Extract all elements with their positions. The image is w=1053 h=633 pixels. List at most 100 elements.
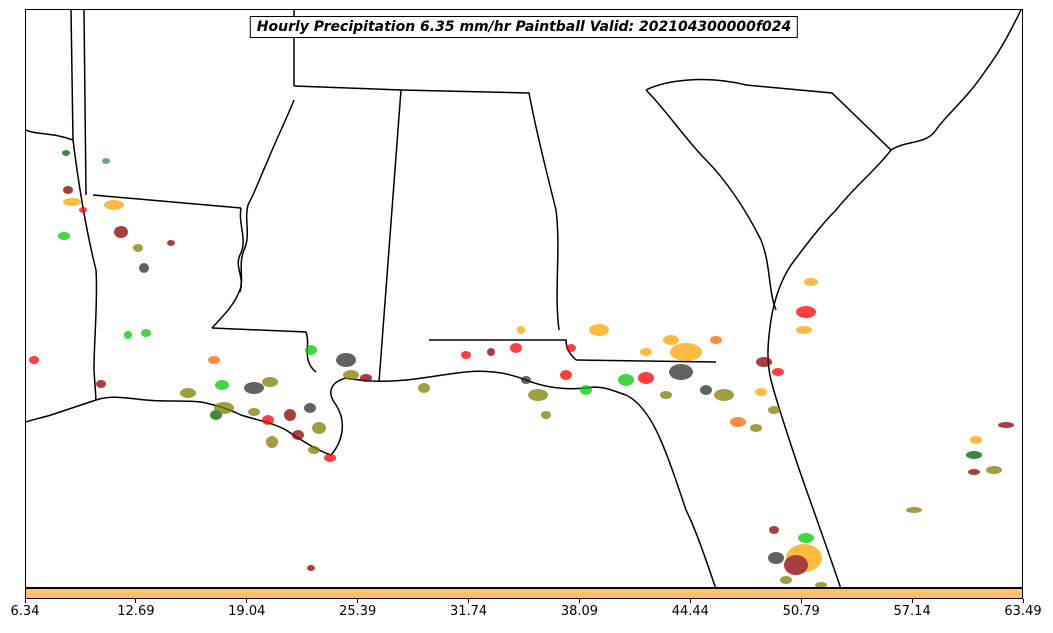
colorbar-tick (135, 599, 137, 603)
paintball (215, 380, 229, 390)
gulf-coast-tx (26, 399, 97, 423)
colorbar-tick (246, 599, 248, 603)
paintball (986, 466, 1002, 474)
map-title: Hourly Precipitation 6.35 mm/hr Paintbal… (249, 16, 799, 38)
mississippi-river (239, 99, 295, 293)
paintball (521, 376, 531, 384)
colorbar-tick-label: 31.74 (449, 604, 488, 619)
paintball (336, 353, 356, 367)
paintball (670, 343, 702, 361)
colorbar-tick-label: 50.79 (782, 604, 820, 619)
border-la-ms (211, 327, 317, 373)
paintball (517, 326, 525, 334)
paintball (663, 335, 679, 345)
map-canvas (26, 10, 1022, 587)
paintball (796, 326, 812, 334)
paintball (63, 186, 73, 194)
atlantic-coast-fl (767, 319, 842, 587)
border-al-fl (429, 339, 577, 361)
paintball (970, 436, 982, 444)
paintball (815, 582, 827, 587)
colorbar-tick-label: 44.44 (671, 604, 709, 619)
border-ms-al (293, 85, 402, 383)
paintball (210, 410, 222, 420)
paintball (804, 278, 818, 286)
border-tx-ar (70, 10, 74, 141)
paintball (768, 406, 780, 414)
colorbar-tick (911, 599, 913, 603)
paintball (998, 422, 1014, 428)
paintball (360, 374, 372, 382)
border-tx-ok (26, 129, 74, 141)
paintball (560, 370, 572, 380)
paintball (510, 343, 522, 353)
colorbar-tick (468, 599, 470, 603)
colorbar-tick (24, 599, 26, 603)
border-ar-la (92, 194, 242, 209)
coastline-and-borders (26, 10, 1022, 587)
colorbar-tick (689, 599, 691, 603)
paintball (730, 417, 746, 427)
colorbar-tick-label: 25.39 (339, 604, 377, 619)
atlantic-coast-sc-ga (770, 149, 892, 321)
paintball (343, 370, 359, 380)
paintball (784, 555, 808, 575)
colorbar-tick-label: 19.04 (228, 604, 266, 619)
colorbar-tick-label: 38.09 (560, 604, 599, 619)
border-nc-sc (645, 78, 892, 151)
paintball (750, 424, 762, 432)
gulf-coast-al-ms (330, 371, 467, 456)
paintball (284, 409, 296, 421)
paintball (710, 336, 722, 344)
paintball (769, 526, 779, 534)
paintball (418, 383, 430, 393)
paintball (292, 430, 304, 440)
paintball (968, 469, 980, 475)
paintball (487, 348, 495, 356)
paintball (756, 357, 772, 367)
paintball (755, 388, 767, 396)
paintball (305, 345, 317, 355)
paintball (262, 415, 274, 425)
colorbar (25, 588, 1023, 599)
border-ga-sc (645, 89, 777, 311)
border-al-ga (400, 89, 560, 331)
paintball (58, 232, 70, 240)
paintball (208, 356, 220, 364)
paintball (244, 382, 264, 394)
colorbar-tick-label: 57.14 (893, 604, 931, 619)
paintball (589, 324, 609, 336)
paintball (580, 385, 592, 395)
paintball (566, 344, 576, 352)
paintball (248, 408, 260, 416)
paintball (62, 150, 70, 156)
paintball (63, 198, 81, 206)
paintball (640, 348, 652, 356)
border-ok-ar (83, 10, 87, 196)
paintball (660, 391, 672, 399)
paintball (638, 372, 654, 384)
paintball (324, 454, 336, 462)
paintball (124, 331, 132, 339)
paintball (96, 380, 106, 388)
border-la-tx (72, 139, 98, 401)
paintball (796, 306, 816, 318)
paintball (79, 207, 87, 213)
paintball (266, 436, 278, 448)
colorbar-tick (800, 599, 802, 603)
colorbar-tick (1022, 599, 1024, 603)
paintball (768, 552, 784, 564)
atlantic-coast-nc (890, 10, 1022, 151)
paintball (966, 451, 982, 459)
precipitation-paintballs (29, 150, 1014, 587)
paintball (104, 200, 124, 210)
paintball (139, 263, 149, 273)
paintball (700, 385, 712, 395)
paintball (304, 403, 316, 413)
paintball (102, 158, 110, 164)
paintball (528, 389, 548, 401)
paintball (714, 389, 734, 401)
map-frame: Hourly Precipitation 6.35 mm/hr Paintbal… (25, 9, 1023, 588)
gulf-coast-fl (465, 370, 717, 587)
colorbar-tick-label: 6.34 (10, 604, 40, 619)
